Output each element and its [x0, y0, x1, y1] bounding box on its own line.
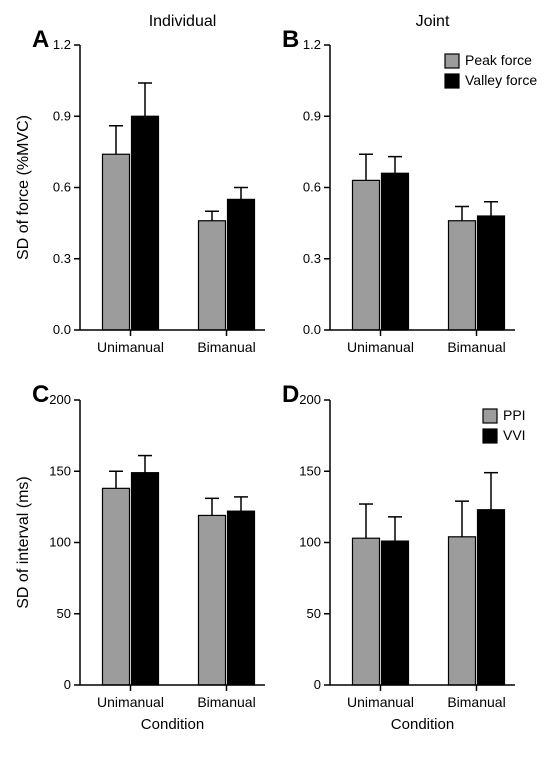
x-axis-title: Condition — [141, 716, 204, 733]
y-tick-label: 0.6 — [303, 180, 321, 195]
y-tick-label: 0.3 — [303, 251, 321, 266]
legend-force: Peak force Valley force — [445, 52, 537, 88]
x-tick-label: Unimanual — [97, 694, 164, 710]
bar — [199, 221, 226, 330]
y-tick-label: 50 — [57, 606, 71, 621]
y-axis-title: SD of force (%MVC) — [15, 115, 32, 260]
legend-interval: PPI VVI — [483, 407, 526, 443]
column-title-right: Joint — [416, 13, 450, 30]
bar — [353, 538, 380, 685]
panel-D: 0 50 100 150 200 Unimanual Bimanual D Condition — [282, 381, 515, 733]
bar — [478, 510, 505, 685]
y-tick-label: 0.0 — [303, 322, 321, 337]
y-tick-label: 150 — [49, 463, 71, 478]
y-tick-label: 150 — [299, 463, 321, 478]
y-tick-label: 0.9 — [303, 108, 321, 123]
bar — [382, 173, 409, 330]
bar — [103, 154, 130, 330]
x-tick-label: Bimanual — [197, 694, 255, 710]
panel-letter: C — [32, 381, 49, 408]
bar — [103, 488, 130, 685]
legend-item: VVI — [503, 427, 526, 443]
bar — [132, 116, 159, 330]
bar — [228, 511, 255, 685]
x-tick-label: Bimanual — [197, 339, 255, 355]
bar — [228, 199, 255, 330]
y-tick-label: 100 — [299, 535, 321, 550]
legend-item: Valley force — [465, 72, 537, 88]
y-tick-label: 0 — [64, 677, 71, 692]
bar — [449, 537, 476, 685]
legend-item: PPI — [503, 407, 526, 423]
y-tick-label: 0.3 — [53, 251, 71, 266]
x-tick-label: Unimanual — [347, 694, 414, 710]
x-tick-label: Unimanual — [347, 339, 414, 355]
y-tick-label: 0.9 — [53, 108, 71, 123]
y-tick-label: 0.6 — [53, 180, 71, 195]
figure: Individual Joint 0.0 0.3 0.6 0.9 1.2 Unimanual B… — [0, 0, 556, 763]
x-tick-label: Bimanual — [447, 694, 505, 710]
x-tick-label: Bimanual — [447, 339, 505, 355]
y-axis-title: SD of interval (ms) — [15, 476, 32, 608]
column-title-left: Individual — [149, 13, 217, 30]
x-axis-title: Condition — [391, 716, 454, 733]
y-tick-label: 0.0 — [53, 322, 71, 337]
y-tick-label: 1.2 — [53, 37, 71, 52]
bar — [353, 180, 380, 330]
legend-item: Peak force — [465, 52, 532, 68]
panel-A: 0.0 0.3 0.6 0.9 1.2 Unimanual Bimanual A SD of f… — [15, 26, 265, 355]
y-tick-label: 0 — [314, 677, 321, 692]
y-tick-label: 100 — [49, 535, 71, 550]
panel-letter: D — [282, 381, 299, 408]
bar — [132, 473, 159, 685]
bar — [382, 541, 409, 685]
y-tick-label: 200 — [299, 392, 321, 407]
panel-letter: B — [282, 26, 299, 53]
panel-C: 0 50 100 150 200 Unimanual Bimanual C SD of inte… — [15, 381, 265, 733]
bar — [449, 221, 476, 330]
bar — [199, 515, 226, 685]
y-tick-label: 50 — [307, 606, 321, 621]
y-tick-label: 200 — [49, 392, 71, 407]
panel-letter: A — [32, 26, 49, 53]
x-tick-label: Unimanual — [97, 339, 164, 355]
y-tick-label: 1.2 — [303, 37, 321, 52]
bar — [478, 216, 505, 330]
